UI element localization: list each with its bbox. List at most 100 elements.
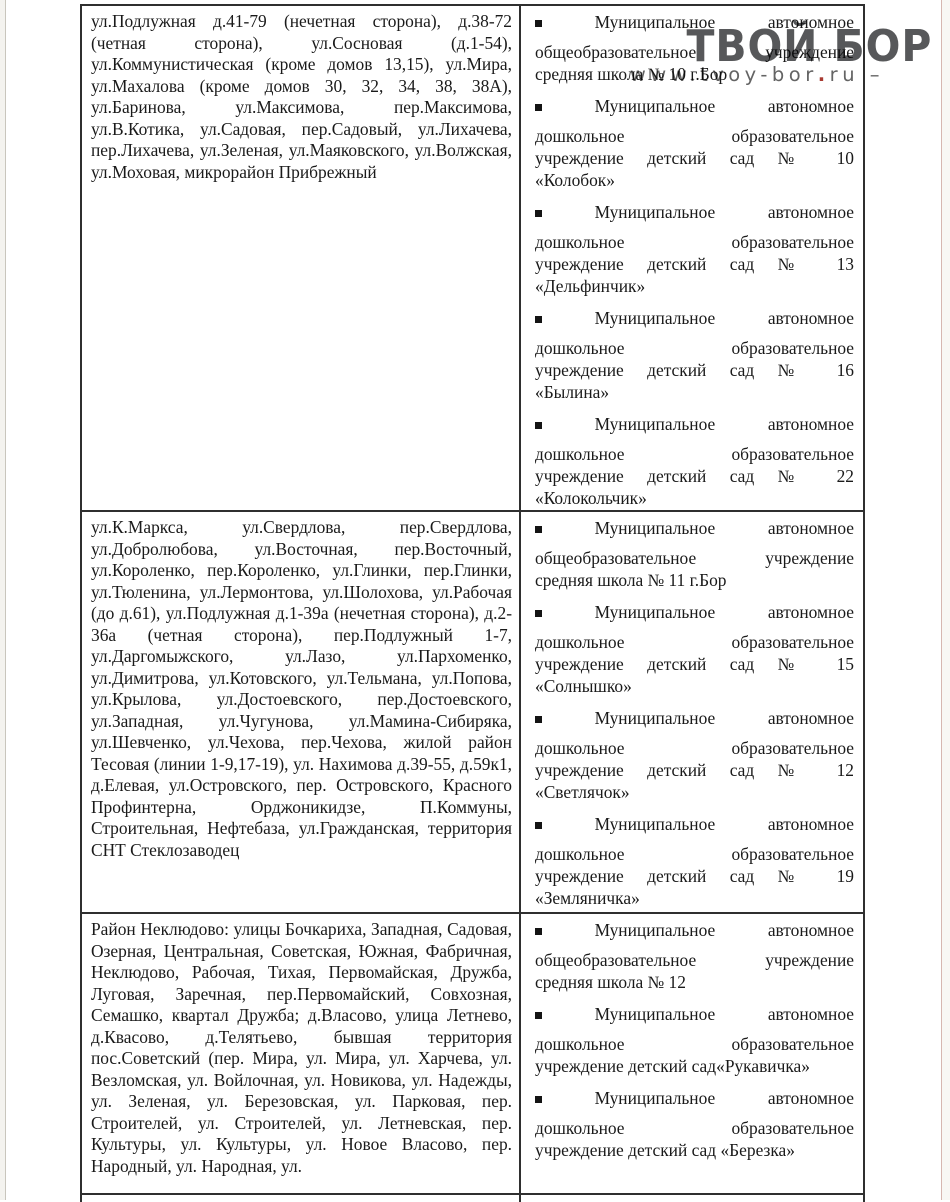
list-item: Муниципальное автономное общеобразовател… xyxy=(535,919,854,993)
item-line: дошкольное образовательное xyxy=(535,1118,854,1138)
list-item: Муниципальное автономное дошкольное обра… xyxy=(535,601,854,697)
lead-word: автономное xyxy=(767,96,854,116)
bullet-icon xyxy=(535,103,542,111)
item-line: учреждение детский сад № 15 xyxy=(535,654,854,674)
item-line: «Былина» xyxy=(535,382,610,402)
lead-word: автономное xyxy=(767,12,854,32)
item-line: «Колобок» xyxy=(535,170,615,190)
institutions-cell xyxy=(521,1195,863,1202)
item-line: средняя школа № 10 г.Бор xyxy=(535,64,728,84)
table-row: ул.К.Маркса, ул.Свердлова, пер.Свердлова… xyxy=(82,512,863,914)
page-left-margin xyxy=(0,0,5,1200)
list-item: Муниципальное автономное дошкольное обра… xyxy=(535,413,854,509)
item-line: общеобразовательное учреждение xyxy=(535,42,854,62)
item-line: дошкольное образовательное xyxy=(535,126,854,146)
watermark-url-red-dot: . xyxy=(817,63,830,86)
item-line: общеобразовательное учреждение xyxy=(535,950,854,970)
page-right-edge-line xyxy=(941,0,942,1200)
item-lead-line: Муниципальное автономное xyxy=(535,1003,854,1025)
item-lead-line: Муниципальное автономное xyxy=(535,517,854,539)
item-line: «Земляничка» xyxy=(535,888,640,908)
item-line: дошкольное образовательное xyxy=(535,232,854,252)
districts-table: ул.Подлужная д.41-79 (нечетная сторона),… xyxy=(80,4,865,1202)
bullet-icon xyxy=(535,715,542,723)
item-lead-line: Муниципальное автономное xyxy=(535,919,854,941)
item-line: дошкольное образовательное xyxy=(535,338,854,358)
streets-cell: Район Неклюдово: улицы Бочкариха, Западн… xyxy=(82,914,521,1193)
list-item: Муниципальное автономное дошкольное обра… xyxy=(535,707,854,803)
item-line: учреждение детский сад«Рукавичка» xyxy=(535,1056,810,1076)
lead-word: Муниципальное xyxy=(594,414,716,434)
lead-word: Муниципальное xyxy=(594,708,716,728)
bullet-icon xyxy=(535,927,542,935)
item-line: средняя школа № 12 xyxy=(535,972,686,992)
item-line: учреждение детский сад № 13 xyxy=(535,254,854,274)
lead-word: Муниципальное xyxy=(594,308,716,328)
streets-cell: ул.К.Маркса, ул.Свердлова, пер.Свердлова… xyxy=(82,512,521,912)
item-lead-line: Муниципальное автономное xyxy=(535,413,854,435)
item-line: учреждение детский сад № 10 xyxy=(535,148,854,168)
page-right-margin xyxy=(942,0,950,1200)
lead-word: Муниципальное xyxy=(594,1088,716,1108)
item-lead-line: Муниципальное автономное xyxy=(535,307,854,329)
streets-cell: ул.Подлужная д.41-79 (нечетная сторона),… xyxy=(82,6,521,510)
item-lead-line: Муниципальное автономное xyxy=(535,11,854,33)
item-line: дошкольное образовательное xyxy=(535,444,854,464)
lead-word: автономное xyxy=(767,518,854,538)
bullet-icon xyxy=(535,609,542,617)
institutions-cell: Муниципальное автономное общеобразовател… xyxy=(521,6,863,510)
item-lead-line: Муниципальное автономное xyxy=(535,201,854,223)
watermark-url: www.tvoy-bor.ru – xyxy=(630,63,884,86)
item-line: учреждение детский сад № 19 xyxy=(535,866,854,886)
item-line: «Солнышко» xyxy=(535,676,632,696)
lead-word: Муниципальное xyxy=(594,602,716,622)
item-line: учреждение детский сад «Березка» xyxy=(535,1140,795,1160)
bullet-icon xyxy=(535,421,542,429)
item-line: «Колокольчик» xyxy=(535,488,647,508)
item-line: дошкольное образовательное xyxy=(535,844,854,864)
bullet-icon xyxy=(535,525,542,533)
lead-word: автономное xyxy=(767,602,854,622)
list-item: Муниципальное автономное дошкольное обра… xyxy=(535,1003,854,1077)
table-row-partial xyxy=(82,1195,863,1202)
watermark-url-text: ru – xyxy=(829,63,884,86)
lead-word: Муниципальное xyxy=(594,920,716,940)
item-line: учреждение детский сад № 12 xyxy=(535,760,854,780)
list-item: Муниципальное автономное дошкольное обра… xyxy=(535,1087,854,1161)
lead-word: Муниципальное xyxy=(594,518,716,538)
lead-word: Муниципальное xyxy=(594,12,716,32)
lead-word: Муниципальное xyxy=(594,96,716,116)
list-item: Муниципальное автономное дошкольное обра… xyxy=(535,201,854,297)
bullet-icon xyxy=(535,209,542,217)
institutions-cell: Муниципальное автономное общеобразовател… xyxy=(521,914,863,1193)
list-item: Муниципальное автономное дошкольное обра… xyxy=(535,307,854,403)
page-left-edge-line xyxy=(5,0,6,1200)
table-row: ул.Подлужная д.41-79 (нечетная сторона),… xyxy=(82,6,863,512)
lead-word: автономное xyxy=(767,708,854,728)
item-line: дошкольное образовательное xyxy=(535,632,854,652)
watermark-logo: ТВОЙ БОР xyxy=(686,21,932,72)
streets-cell xyxy=(82,1195,521,1202)
list-item: Муниципальное автономное дошкольное обра… xyxy=(535,95,854,191)
bullet-icon xyxy=(535,1011,542,1019)
item-lead-line: Муниципальное автономное xyxy=(535,95,854,117)
item-line: дошкольное образовательное xyxy=(535,738,854,758)
lead-word: автономное xyxy=(767,308,854,328)
item-line: общеобразовательное учреждение xyxy=(535,548,854,568)
lead-word: автономное xyxy=(767,1004,854,1024)
bullet-icon xyxy=(535,1095,542,1103)
item-line: дошкольное образовательное xyxy=(535,1034,854,1054)
bullet-icon xyxy=(535,315,542,323)
bullet-icon xyxy=(535,19,542,27)
lead-word: автономное xyxy=(767,1088,854,1108)
item-line: средняя школа № 11 г.Бор xyxy=(535,570,727,590)
item-lead-line: Муниципальное автономное xyxy=(535,707,854,729)
list-item: Муниципальное автономное дошкольное обра… xyxy=(535,813,854,909)
lead-word: Муниципальное xyxy=(594,814,716,834)
lead-word: автономное xyxy=(767,202,854,222)
table-row: Район Неклюдово: улицы Бочкариха, Западн… xyxy=(82,914,863,1195)
item-line: учреждение детский сад № 22 xyxy=(535,466,854,486)
item-line: «Дельфинчик» xyxy=(535,276,646,296)
lead-word: Муниципальное xyxy=(594,1004,716,1024)
bullet-icon xyxy=(535,821,542,829)
